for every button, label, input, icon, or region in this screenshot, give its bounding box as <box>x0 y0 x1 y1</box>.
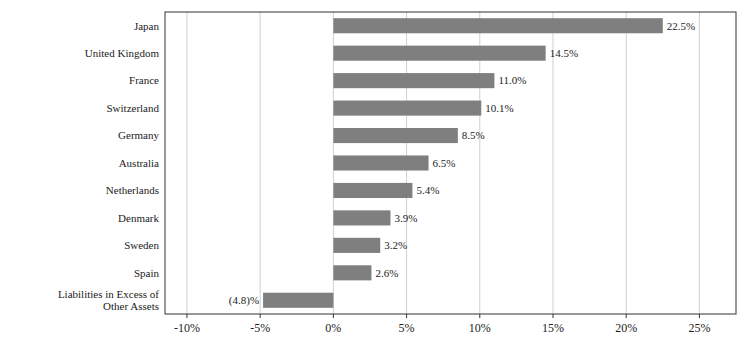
tick-mark <box>186 314 187 318</box>
tick-mark <box>260 314 261 318</box>
bar <box>333 183 412 198</box>
tick-label: 20% <box>615 321 637 335</box>
data-label: 6.5% <box>433 157 456 169</box>
category-label: Australia <box>119 157 159 169</box>
tick-label: 5% <box>399 321 415 335</box>
data-label: 14.5% <box>550 47 578 59</box>
tick-mark <box>406 314 407 318</box>
category-label: Germany <box>118 129 159 141</box>
x-axis: -10% -5% 0% 5% 10% 15% 20% 25% <box>174 314 710 335</box>
category-label: Switzerland <box>106 102 159 114</box>
data-label: 8.5% <box>462 129 485 141</box>
tick-label: 15% <box>542 321 564 335</box>
data-label: 5.4% <box>416 184 439 196</box>
category-label: Japan <box>134 20 160 32</box>
bar <box>333 46 545 61</box>
bar <box>333 128 457 143</box>
data-label: 22.5% <box>667 20 695 32</box>
category-label: United Kingdom <box>85 47 160 59</box>
data-label: 10.1% <box>485 102 513 114</box>
bar <box>333 101 481 116</box>
grid <box>187 12 699 314</box>
tick-mark <box>699 314 700 318</box>
category-label: Liabilities in Excess ofOther Assets <box>58 288 159 312</box>
bar <box>263 293 333 308</box>
chart: -10% -5% 0% 5% 10% 15% 20% 25% Liabilities in Ex… <box>0 0 756 356</box>
bar <box>333 265 371 280</box>
tick-label: -5% <box>250 321 270 335</box>
bar <box>333 210 390 225</box>
plot-frame <box>165 12 736 314</box>
category-label: Spain <box>134 267 160 279</box>
tick-label: -10% <box>174 321 200 335</box>
data-labels: (4.8)% 2.6% 3.2% 3.9% 5.4% 6.5% 8.5% 10.1% 11.0%… <box>229 20 695 308</box>
data-label: 3.9% <box>394 212 417 224</box>
category-label: Netherlands <box>106 184 159 196</box>
y-axis: Liabilities in Excess ofOther Assets Spai… <box>58 20 160 313</box>
tick-label: 10% <box>469 321 491 335</box>
category-label: Sweden <box>124 239 159 251</box>
category-label: Denmark <box>118 212 159 224</box>
tick-mark <box>626 314 627 318</box>
grid-line <box>699 12 700 314</box>
bars <box>263 18 663 308</box>
bar <box>333 238 380 253</box>
tick-mark <box>552 314 553 318</box>
data-label: 3.2% <box>384 239 407 251</box>
bar <box>333 73 494 88</box>
bar <box>333 18 662 33</box>
tick-mark <box>333 314 334 318</box>
tick-label: 25% <box>688 321 710 335</box>
data-label: 11.0% <box>498 74 526 86</box>
tick-mark <box>479 314 480 318</box>
grid-line <box>186 12 187 314</box>
category-label: France <box>129 74 159 86</box>
tick-label: 0% <box>325 321 341 335</box>
grid-line <box>260 12 261 314</box>
bar <box>333 155 428 170</box>
grid-line <box>626 12 627 314</box>
data-label: 2.6% <box>375 267 398 279</box>
data-label: (4.8)% <box>229 294 259 307</box>
